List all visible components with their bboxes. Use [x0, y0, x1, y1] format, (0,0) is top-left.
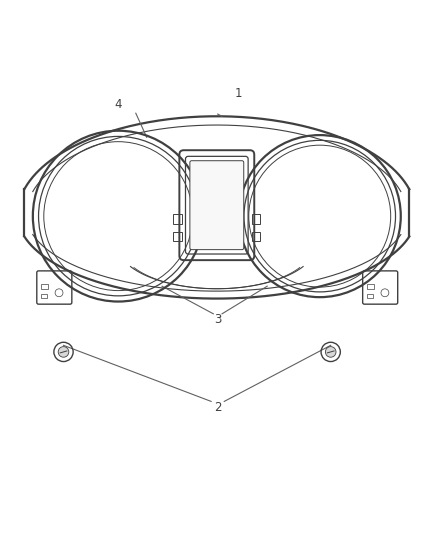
Text: 3: 3 [214, 312, 221, 326]
FancyBboxPatch shape [190, 161, 244, 249]
Circle shape [325, 346, 336, 357]
Bar [251, 214, 260, 224]
Text: 4: 4 [114, 98, 122, 111]
Circle shape [58, 346, 69, 357]
Bar [173, 232, 182, 241]
Bar [367, 284, 374, 289]
Bar [173, 214, 182, 224]
Bar [41, 284, 48, 289]
Bar [41, 294, 47, 298]
Text: 2: 2 [214, 401, 222, 414]
Text: 1: 1 [235, 87, 243, 100]
Bar [367, 294, 373, 298]
Bar [251, 232, 260, 241]
